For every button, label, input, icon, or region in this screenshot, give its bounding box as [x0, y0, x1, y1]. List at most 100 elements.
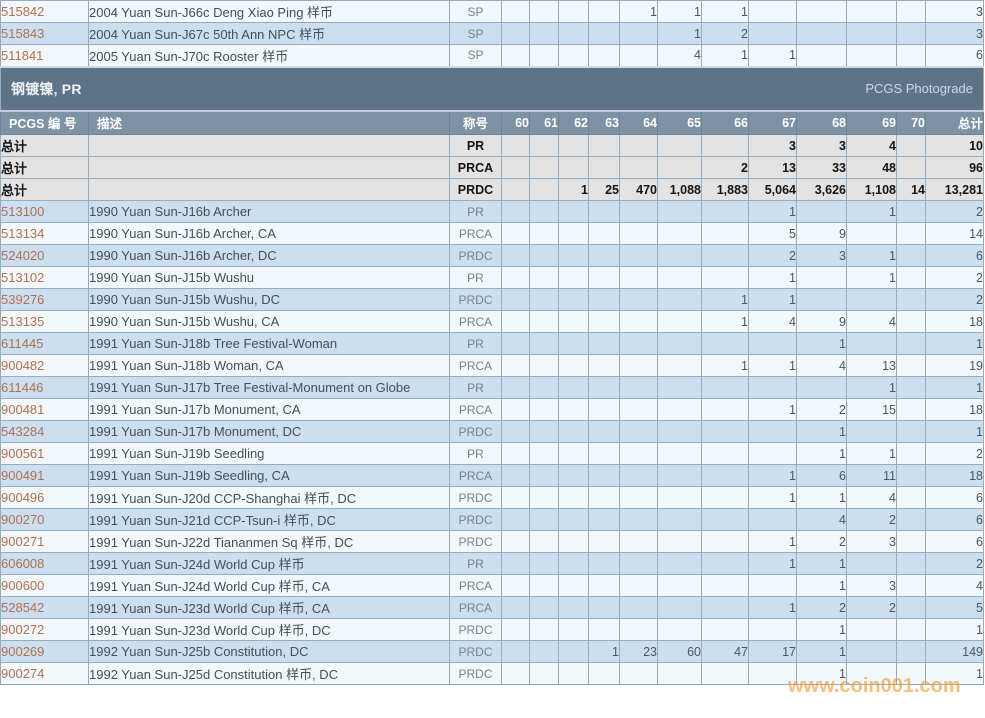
- pcgs-number-link[interactable]: 528542: [0, 596, 89, 619]
- coin-description: 1991 Yuan Sun-J19b Seedling: [88, 442, 450, 465]
- grade-64-count: 1: [619, 0, 658, 23]
- col-header-grade-63: 63: [588, 110, 620, 135]
- designation-cell: PRDC: [449, 178, 502, 201]
- grade-64-count: [619, 508, 658, 531]
- pcgs-number-link[interactable]: 900481: [0, 398, 89, 421]
- pcgs-number-link[interactable]: 543284: [0, 420, 89, 443]
- coin-description: [88, 134, 450, 157]
- designation-cell: PRDC: [449, 662, 502, 685]
- grade-60-count: [501, 0, 530, 23]
- grade-70-count: [896, 596, 926, 619]
- pcgs-number-link[interactable]: 606008: [0, 552, 89, 575]
- pcgs-number-link[interactable]: 524020: [0, 244, 89, 267]
- grade-66-count: 47: [701, 640, 749, 663]
- pcgs-number-link[interactable]: 513100: [0, 200, 89, 223]
- pcgs-number-link[interactable]: 515842: [0, 0, 89, 23]
- grade-66-count: [701, 200, 749, 223]
- grade-63-count: [588, 332, 620, 355]
- grade-61-count: [529, 662, 559, 685]
- grade-66-count: [701, 398, 749, 421]
- pcgs-number-link[interactable]: 900270: [0, 508, 89, 531]
- grade-69-count: [846, 332, 897, 355]
- row-total: 2: [925, 200, 984, 223]
- pcgs-number-link[interactable]: 900274: [0, 662, 89, 685]
- grade-67-count: 1: [748, 266, 797, 289]
- grade-60-count: [501, 222, 530, 245]
- grade-63-count: [588, 552, 620, 575]
- designation-cell: PRDC: [449, 640, 502, 663]
- pcgs-number-link[interactable]: 900600: [0, 574, 89, 597]
- pr-section-header: 钢镀镍, PR PCGS Photograde PCGS 编 号 描述 称号 6…: [0, 65, 984, 135]
- total-label: 总计: [0, 178, 89, 201]
- designation-cell: PR: [449, 552, 502, 575]
- col-header-grade-69: 69: [846, 110, 897, 135]
- grade-63-count: [588, 44, 620, 67]
- grade-66-count: 1: [701, 310, 749, 333]
- col-header-pcgs-number: PCGS 编 号: [0, 110, 89, 135]
- pcgs-number-link[interactable]: 900496: [0, 486, 89, 509]
- grade-60-count: [501, 354, 530, 377]
- totals-rows: 总计 PR 3 3 4 10 总计 PRCA 2 13 33 48 96 总计 PRDC 1 25 470 1,08…: [0, 134, 984, 201]
- pcgs-number-link[interactable]: 900482: [0, 354, 89, 377]
- grade-62-count: [558, 596, 589, 619]
- grade-68-count: 4: [796, 354, 847, 377]
- designation-cell: PRDC: [449, 244, 502, 267]
- pcgs-number-link[interactable]: 515843: [0, 22, 89, 45]
- pcgs-number-link[interactable]: 900269: [0, 640, 89, 663]
- grade-60-count: [501, 22, 530, 45]
- pcgs-number-link[interactable]: 513102: [0, 266, 89, 289]
- grade-63-count: [588, 574, 620, 597]
- grade-64-count: [619, 332, 658, 355]
- grade-63-count: [588, 222, 620, 245]
- pcgs-number-link[interactable]: 611445: [0, 332, 89, 355]
- grade-70-count: [896, 332, 926, 355]
- pcgs-number-link[interactable]: 511841: [0, 44, 89, 67]
- grade-69-count: [846, 44, 897, 67]
- pcgs-number-link[interactable]: 513135: [0, 310, 89, 333]
- pcgs-number-link[interactable]: 900491: [0, 464, 89, 487]
- grade-69-count: [846, 420, 897, 443]
- grade-61-count: [529, 398, 559, 421]
- grade-67-count: 2: [748, 244, 797, 267]
- grade-61-count: [529, 44, 559, 67]
- grade-61-count: [529, 442, 559, 465]
- grade-70-count: [896, 44, 926, 67]
- coin-description: 1991 Yuan Sun-J22d Tiananmen Sq 样币, DC: [88, 530, 450, 553]
- row-total: 6: [925, 508, 984, 531]
- pcgs-number-link[interactable]: 611446: [0, 376, 89, 399]
- grade-69-count: 1: [846, 200, 897, 223]
- grade-64-count: [619, 200, 658, 223]
- designation-cell: SP: [449, 22, 502, 45]
- grade-65-count: [657, 156, 702, 179]
- grade-60-count: [501, 486, 530, 509]
- pcgs-number-link[interactable]: 539276: [0, 288, 89, 311]
- grade-63-count: [588, 464, 620, 487]
- grade-68-count: [796, 44, 847, 67]
- grade-61-count: [529, 266, 559, 289]
- grade-60-count: [501, 442, 530, 465]
- pcgs-number-link[interactable]: 900272: [0, 618, 89, 641]
- pcgs-number-link[interactable]: 513134: [0, 222, 89, 245]
- grade-61-count: [529, 596, 559, 619]
- pcgs-number-link[interactable]: 900561: [0, 442, 89, 465]
- coin-description: 2004 Yuan Sun-J66c Deng Xiao Ping 样币: [88, 0, 450, 23]
- grade-60-count: [501, 662, 530, 685]
- designation-cell: PR: [449, 332, 502, 355]
- grade-64-count: [619, 22, 658, 45]
- grade-66-count: [701, 420, 749, 443]
- pcgs-number-link[interactable]: 900271: [0, 530, 89, 553]
- grade-63-count: [588, 508, 620, 531]
- grade-62-count: [558, 310, 589, 333]
- grade-64-count: [619, 266, 658, 289]
- grade-68-count: 9: [796, 222, 847, 245]
- designation-cell: PRDC: [449, 420, 502, 443]
- pcgs-photograde-link[interactable]: PCGS Photograde: [865, 81, 973, 96]
- coin-row: 539276 1990 Yuan Sun-J15b Wushu, DC PRDC 1 1…: [0, 288, 984, 311]
- grade-64-count: [619, 398, 658, 421]
- coin-row: 900270 1991 Yuan Sun-J21d CCP-Tsun-i 样币, …: [0, 508, 984, 531]
- grade-68-count: 1: [796, 640, 847, 663]
- grade-69-count: [846, 640, 897, 663]
- grade-65-count: [657, 574, 702, 597]
- grade-67-count: [748, 662, 797, 685]
- grade-67-count: [748, 442, 797, 465]
